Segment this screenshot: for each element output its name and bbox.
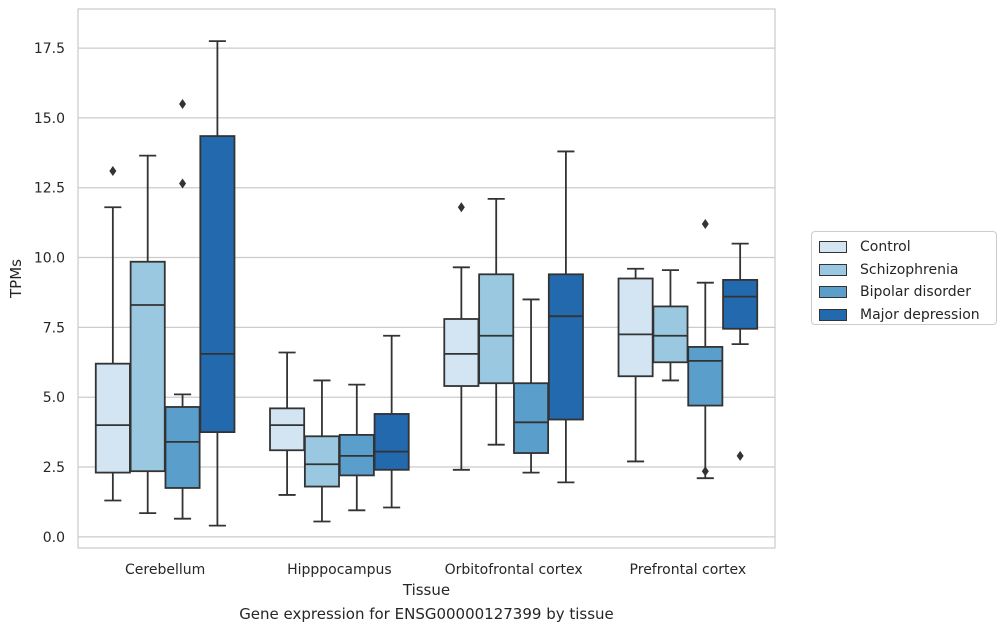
legend-item: Schizophrenia [819,259,996,282]
y-tick-label: 7.5 [43,320,65,336]
box-schizophrenia [652,305,689,364]
x-tick-label: Hipppocampus [287,562,392,578]
outlier-point [109,165,117,176]
box-bipolar-disorder [164,406,201,489]
chart-caption: Gene expression for ENSG00000127399 by t… [239,605,614,623]
legend: Control Schizophrenia Bipolar disorder Majo… [811,231,997,325]
y-axis-label: TPMs [7,259,25,299]
box-schizophrenia [478,273,515,385]
x-tick-label: Prefrontal cortex [630,562,747,578]
legend-label: Major depression [860,306,980,323]
outlier-point [701,466,709,477]
box-major-depression [199,135,236,434]
outlier-point [457,202,465,213]
y-tick-label: 10.0 [34,251,65,267]
y-tick-label: 12.5 [34,181,65,197]
box-control [617,277,654,378]
legend-label: Control [860,239,911,256]
box-schizophrenia [129,260,166,473]
y-tick-label: 2.5 [43,460,65,476]
box-major-depression [373,413,410,471]
legend-item: Major depression [819,304,996,327]
outlier-point [179,178,187,189]
legend-label: Schizophrenia [860,261,959,278]
box-control [94,362,131,474]
legend-item: Control [819,236,996,259]
legend-swatch [819,263,847,276]
outlier-point [179,98,187,109]
y-tick-label: 15.0 [34,111,65,127]
box-control [269,407,306,452]
outlier-point [701,219,709,230]
legend-item: Bipolar disorder [819,281,996,304]
x-tick-label: Cerebellum [125,562,205,578]
y-tick-label: 5.0 [43,390,65,406]
y-tick-label: 17.5 [34,41,65,57]
box-major-depression [722,278,759,330]
legend-label: Bipolar disorder [860,284,972,301]
x-axis-label: Tissue [402,581,450,599]
box-schizophrenia [303,435,340,488]
box-bipolar-disorder [513,382,550,454]
box-bipolar-disorder [687,346,724,407]
box-control [443,318,480,387]
legend-swatch [819,308,847,321]
x-tick-label: Orbitofrontal cortex [445,562,583,578]
legend-swatch [819,241,847,254]
outlier-point [736,450,744,461]
box-major-depression [547,273,584,421]
legend-swatch [819,286,847,299]
y-tick-label: 0.0 [43,530,65,546]
